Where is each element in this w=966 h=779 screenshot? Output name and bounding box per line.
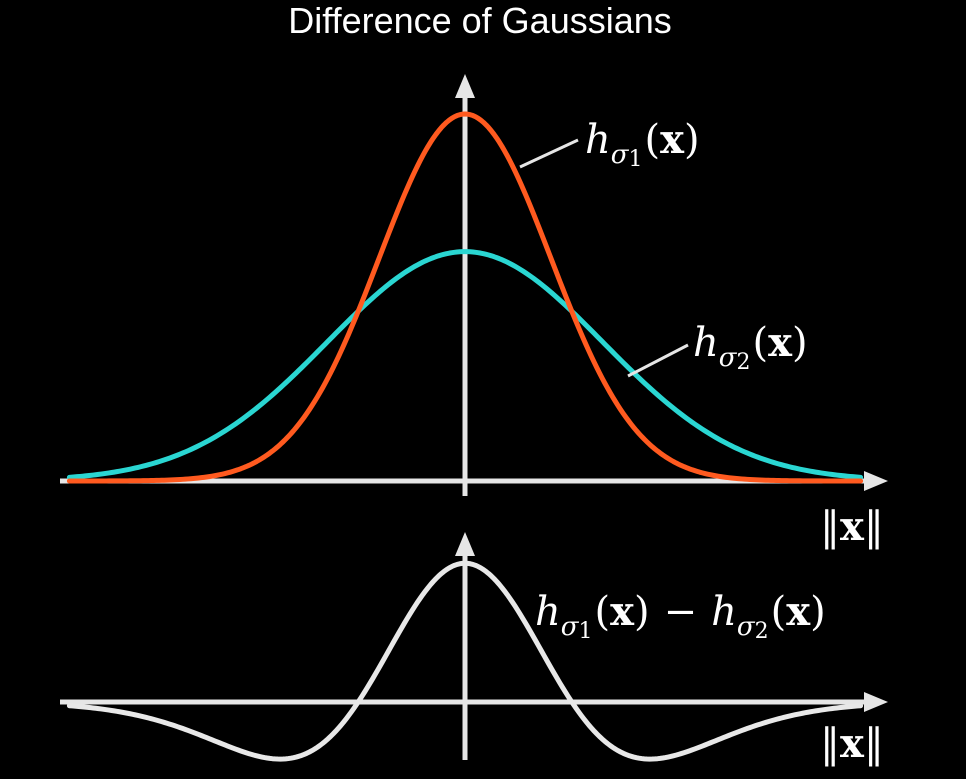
label-norm-x-top: ‖x‖: [820, 503, 884, 550]
label-difference: hσ1(x) − hσ2(x): [535, 588, 826, 644]
leader-line-h-sigma1: [519, 138, 579, 169]
bottom-plot: hσ1(x) − hσ2(x) ‖x‖: [60, 532, 888, 767]
label-norm-x-bottom: ‖x‖: [820, 720, 884, 767]
leader-line-h-sigma2: [627, 343, 689, 378]
diagram-title: Difference of Gaussians: [288, 0, 672, 41]
bottom-y-axis-arrowhead: [455, 532, 475, 556]
top-y-axis-arrowhead: [455, 74, 475, 98]
top-x-axis-arrowhead: [864, 471, 888, 491]
label-h-sigma1: hσ1(x): [585, 116, 700, 172]
top-plot: hσ1(x) hσ2(x) ‖x‖: [60, 74, 888, 550]
curve-h-sigma2: [66, 249, 864, 480]
curve-h-sigma1: [66, 111, 864, 484]
bottom-x-axis-arrowhead: [864, 692, 888, 712]
label-h-sigma2: hσ2(x): [693, 319, 808, 375]
curve-difference-of-gaussians: [66, 560, 864, 762]
